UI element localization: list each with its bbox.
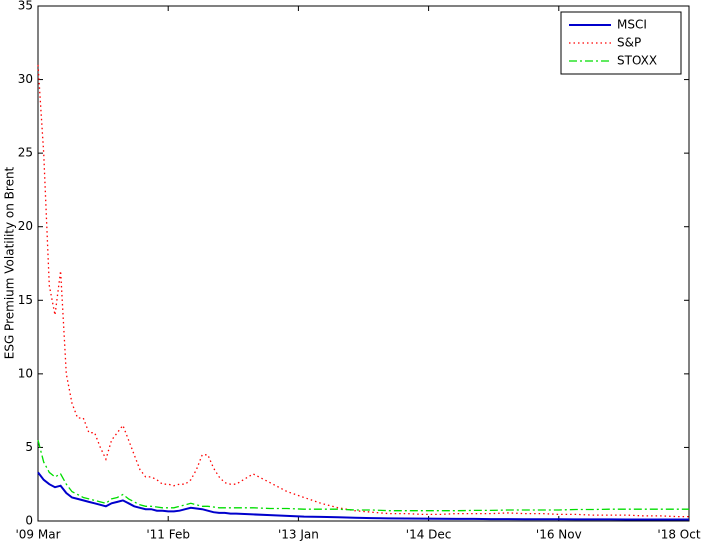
x-tick-label: '11 Feb [146, 528, 190, 541]
y-tick-label: 15 [18, 293, 33, 307]
x-tick-label: '14 Dec [406, 528, 452, 541]
y-tick-label: 20 [18, 219, 33, 233]
x-tick-label: '13 Jan [278, 528, 319, 541]
y-axis-label: ESG Premium Volatility on Brent [3, 166, 17, 359]
legend-label: STOXX [617, 54, 657, 68]
legend-label: S&P [617, 36, 641, 50]
series-line [37, 64, 689, 518]
y-tick-label: 0 [25, 514, 33, 528]
plot-frame [37, 5, 690, 522]
legend-label: MSCI [617, 18, 647, 32]
y-tick-label: 10 [18, 366, 33, 380]
y-tick-label: 35 [18, 0, 33, 13]
x-tick-label: '09 Mar [15, 528, 60, 541]
legend-box [560, 11, 682, 75]
x-tick-label: '16 Nov [536, 528, 582, 541]
y-tick-label: 30 [18, 72, 33, 86]
series-line [37, 439, 689, 512]
x-tick-label: '18 Oct [657, 528, 700, 541]
y-tick-label: 25 [18, 146, 33, 160]
series-line [37, 471, 689, 521]
y-tick-label: 5 [25, 440, 33, 454]
